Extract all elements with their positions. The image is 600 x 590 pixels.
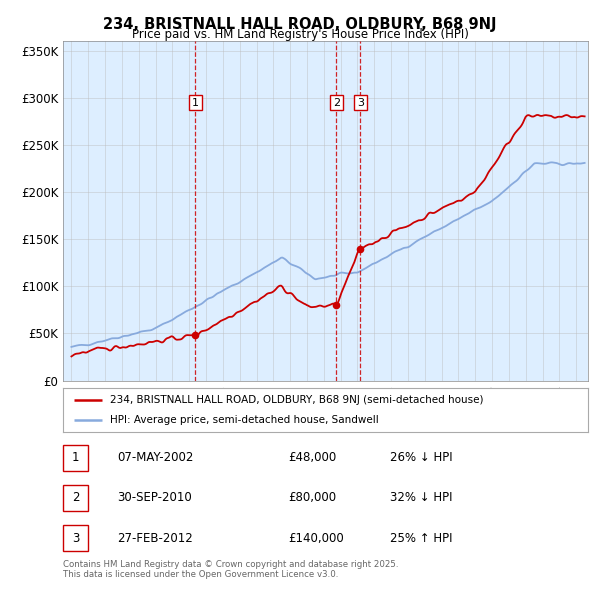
Text: 25% ↑ HPI: 25% ↑ HPI	[390, 532, 452, 545]
Text: 234, BRISTNALL HALL ROAD, OLDBURY, B68 9NJ: 234, BRISTNALL HALL ROAD, OLDBURY, B68 9…	[103, 17, 497, 31]
Text: HPI: Average price, semi-detached house, Sandwell: HPI: Average price, semi-detached house,…	[110, 415, 379, 425]
Text: 27-FEB-2012: 27-FEB-2012	[117, 532, 193, 545]
Text: 2: 2	[333, 97, 340, 107]
Text: 32% ↓ HPI: 32% ↓ HPI	[390, 491, 452, 504]
Text: £48,000: £48,000	[288, 451, 336, 464]
Text: 3: 3	[72, 532, 79, 545]
Text: 07-MAY-2002: 07-MAY-2002	[117, 451, 193, 464]
Text: 3: 3	[357, 97, 364, 107]
Text: Contains HM Land Registry data © Crown copyright and database right 2025.
This d: Contains HM Land Registry data © Crown c…	[63, 560, 398, 579]
Text: Price paid vs. HM Land Registry's House Price Index (HPI): Price paid vs. HM Land Registry's House …	[131, 28, 469, 41]
Text: 1: 1	[192, 97, 199, 107]
Text: £80,000: £80,000	[288, 491, 336, 504]
Text: £140,000: £140,000	[288, 532, 344, 545]
Text: 234, BRISTNALL HALL ROAD, OLDBURY, B68 9NJ (semi-detached house): 234, BRISTNALL HALL ROAD, OLDBURY, B68 9…	[110, 395, 484, 405]
Text: 1: 1	[72, 451, 79, 464]
Text: 2: 2	[72, 491, 79, 504]
Text: 26% ↓ HPI: 26% ↓ HPI	[390, 451, 452, 464]
Text: 30-SEP-2010: 30-SEP-2010	[117, 491, 192, 504]
